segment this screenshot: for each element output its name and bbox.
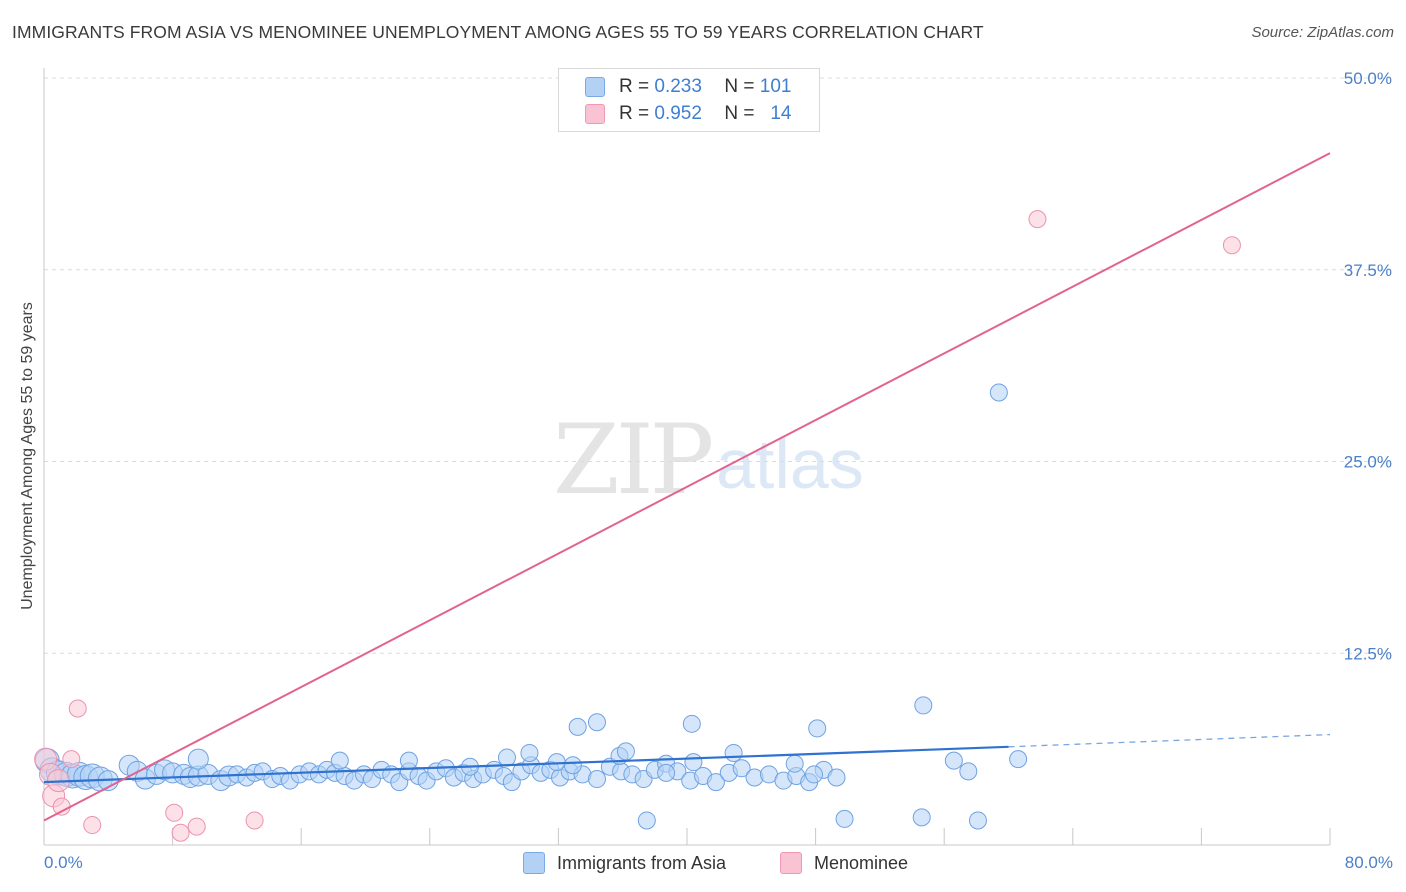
legend-n-value-menominee: 14	[770, 103, 792, 124]
menominee-point	[62, 750, 81, 769]
legend-n-label: N =	[724, 76, 755, 97]
legend-row-asia: R = 0.233 N = 101	[559, 73, 791, 101]
x-tick-label: 80.0%	[1345, 853, 1393, 872]
asia-point	[944, 751, 963, 770]
source-label: Source: ZipAtlas.com	[1251, 24, 1394, 41]
menominee-point	[245, 811, 264, 830]
asia-point	[914, 696, 933, 715]
asia-point	[657, 763, 676, 782]
menominee-point	[165, 803, 184, 822]
asia-point	[587, 713, 606, 732]
legend-r-value-asia: 0.233	[654, 76, 702, 97]
asia-point	[804, 765, 823, 784]
asia-point	[808, 719, 827, 738]
y-tick-label: 25.0%	[1344, 453, 1392, 472]
asia-point	[330, 751, 349, 770]
legend-swatch-asia	[585, 77, 605, 97]
asia-point	[959, 762, 978, 781]
asia-point	[682, 714, 701, 733]
asia-trend-extension	[1008, 733, 1331, 748]
asia-point	[706, 773, 725, 792]
legend-r-label: R =	[619, 103, 650, 124]
watermark-zip: ZIP	[553, 404, 714, 516]
asia-point	[684, 753, 703, 772]
asia-point	[827, 768, 846, 787]
asia-point	[637, 811, 656, 830]
asia-point	[785, 754, 804, 773]
chart-title: IMMIGRANTS FROM ASIA VS MENOMINEE UNEMPL…	[12, 22, 984, 42]
y-tick-label: 37.5%	[1344, 261, 1392, 280]
menominee-trend-line	[43, 152, 1331, 822]
asia-point	[568, 717, 587, 736]
asia-point	[497, 748, 516, 767]
menominee-point	[187, 817, 206, 836]
menominee-point	[52, 797, 71, 816]
asia-point	[187, 748, 209, 770]
legend-r-value-menominee: 0.952	[654, 103, 702, 124]
y-tick-label: 12.5%	[1344, 644, 1392, 663]
asia-point	[563, 756, 582, 775]
asia-point	[587, 770, 606, 789]
asia-point	[912, 808, 931, 827]
asia-point	[968, 811, 987, 830]
y-tick-label: 50.0%	[1344, 69, 1392, 88]
asia-point	[399, 751, 418, 770]
bottom-legend-swatch-asia	[523, 852, 545, 874]
asia-point	[732, 759, 751, 778]
legend-n-label: N =	[724, 103, 755, 124]
asia-point	[520, 743, 539, 762]
asia-trend-line	[43, 745, 1009, 784]
legend-swatch-menominee	[585, 104, 605, 124]
menominee-point	[68, 699, 87, 718]
bottom-legend-label-asia: Immigrants from Asia	[557, 852, 727, 873]
menominee-point	[171, 823, 190, 842]
menominee-point	[1028, 210, 1047, 229]
correlation-legend: R = 0.233 N = 101 R = 0.952 N = 14	[558, 68, 820, 132]
legend-row-menominee: R = 0.952 N = 14	[559, 100, 791, 128]
asia-point	[989, 383, 1008, 402]
x-tick-label: 0.0%	[44, 853, 83, 872]
legend-r-label: R =	[619, 76, 650, 97]
asia-point	[616, 742, 635, 761]
asia-point	[724, 743, 743, 762]
legend-n-value-asia: 101	[759, 76, 792, 97]
bottom-legend-swatch-menominee	[780, 852, 802, 874]
menominee-point	[1222, 236, 1241, 255]
bottom-legend-label-menominee: Menominee	[814, 852, 909, 873]
watermark-atlas: atlas	[716, 425, 864, 503]
asia-point	[1009, 750, 1028, 769]
menominee-point	[83, 816, 102, 835]
bottom-legend-asia: Immigrants from Asia	[523, 852, 726, 874]
asia-point	[835, 809, 854, 828]
bottom-legend-menominee: Menominee	[780, 852, 908, 874]
